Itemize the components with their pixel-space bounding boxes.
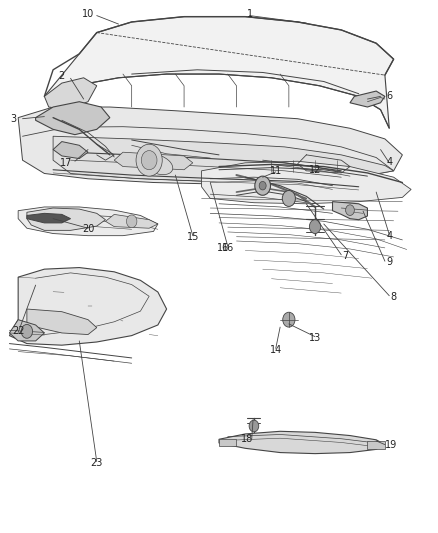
Circle shape xyxy=(259,181,266,190)
Text: 4: 4 xyxy=(386,157,392,167)
Ellipse shape xyxy=(143,154,173,175)
Circle shape xyxy=(127,215,137,228)
Polygon shape xyxy=(367,441,385,449)
Text: 23: 23 xyxy=(91,458,103,468)
Text: 19: 19 xyxy=(385,440,398,450)
Polygon shape xyxy=(201,161,411,204)
Text: 17: 17 xyxy=(60,158,72,168)
Circle shape xyxy=(136,144,162,176)
Circle shape xyxy=(309,220,321,233)
Text: 13: 13 xyxy=(309,333,321,343)
Polygon shape xyxy=(10,268,166,345)
Polygon shape xyxy=(18,107,403,184)
Polygon shape xyxy=(350,91,385,107)
Circle shape xyxy=(283,190,295,206)
Text: 9: 9 xyxy=(386,257,392,267)
Text: 18: 18 xyxy=(241,434,254,445)
Polygon shape xyxy=(219,431,385,454)
Polygon shape xyxy=(53,136,394,184)
Polygon shape xyxy=(114,152,193,169)
Circle shape xyxy=(255,176,271,195)
Text: 20: 20 xyxy=(82,224,94,235)
Circle shape xyxy=(283,312,295,327)
Text: 12: 12 xyxy=(309,165,321,175)
Polygon shape xyxy=(332,201,367,220)
Polygon shape xyxy=(27,309,97,335)
Polygon shape xyxy=(44,17,394,128)
Text: 10: 10 xyxy=(82,9,94,19)
Polygon shape xyxy=(18,207,158,236)
Text: 1: 1 xyxy=(247,9,253,19)
Text: 14: 14 xyxy=(270,345,282,355)
Text: 16: 16 xyxy=(222,243,234,253)
Circle shape xyxy=(141,151,157,169)
Text: 22: 22 xyxy=(12,326,25,336)
Circle shape xyxy=(346,205,354,215)
Text: 11: 11 xyxy=(270,166,282,176)
Text: 15: 15 xyxy=(187,232,199,243)
Text: 8: 8 xyxy=(391,292,397,302)
Polygon shape xyxy=(53,142,88,159)
Polygon shape xyxy=(27,208,106,230)
Text: 4: 4 xyxy=(386,231,392,241)
Polygon shape xyxy=(10,320,44,341)
Polygon shape xyxy=(44,78,97,110)
Polygon shape xyxy=(27,213,71,223)
Text: 7: 7 xyxy=(343,251,349,261)
Polygon shape xyxy=(35,102,110,135)
Text: 6: 6 xyxy=(386,91,392,101)
Text: 2: 2 xyxy=(59,71,65,81)
Text: 3: 3 xyxy=(11,114,17,124)
Circle shape xyxy=(249,420,259,432)
Polygon shape xyxy=(106,214,158,228)
Circle shape xyxy=(21,325,32,338)
Polygon shape xyxy=(219,439,237,446)
Text: 16: 16 xyxy=(217,243,230,253)
